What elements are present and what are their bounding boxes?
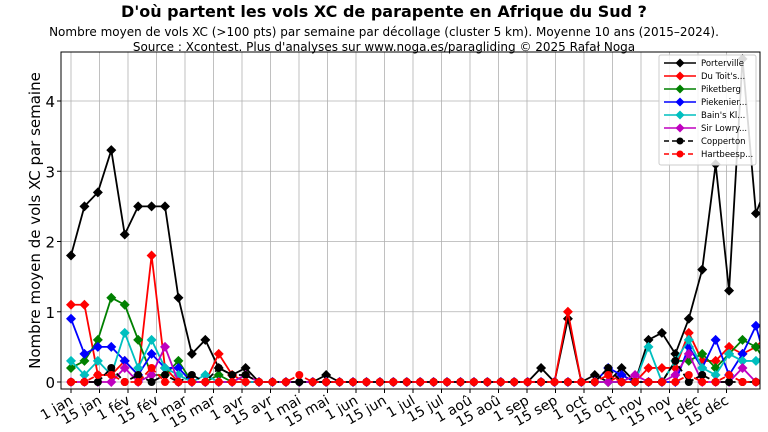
- series-piekenier: [66, 313, 760, 387]
- y-tick-label: 0: [45, 374, 55, 392]
- legend-item-label: Bain's Kl...: [701, 111, 745, 121]
- chart-source: Source : Xcontest. Plus d'analyses sur w…: [132, 40, 636, 54]
- legend-item-label: Porterville: [701, 59, 744, 69]
- legend-item-label: Piketberg: [701, 85, 741, 95]
- chart-subtitle: Nombre moyen de vols XC (>100 pts) par s…: [49, 25, 719, 39]
- legend-item-label: Piekenier...: [701, 98, 747, 108]
- y-tick-label: 3: [45, 163, 55, 181]
- legend-item-label: Du Toit's...: [701, 72, 745, 82]
- y-tick-label: 4: [45, 93, 55, 111]
- legend-item-label: Hartbeesp...: [701, 150, 753, 160]
- y-tick-label: 1: [45, 304, 55, 322]
- chart-title: D'où partent les vols XC de parapente en…: [121, 2, 647, 21]
- legend: Porterville Du Toit's... Piketberg Piekenie…: [658, 54, 757, 166]
- series-du-toit-s: [66, 250, 760, 387]
- legend-item-label: Copperton: [701, 137, 746, 147]
- y-tick-label: 2: [45, 234, 55, 252]
- y-axis-label: Nombre moyen de vols XC par semaine: [26, 72, 44, 369]
- plot-area: [66, 53, 760, 387]
- legend-item-label: Sir Lowry...: [701, 124, 747, 134]
- series-hartbeesp: [67, 363, 760, 386]
- series-piketberg: [66, 292, 760, 387]
- grid: [61, 52, 760, 389]
- axes-frame: [60, 51, 761, 390]
